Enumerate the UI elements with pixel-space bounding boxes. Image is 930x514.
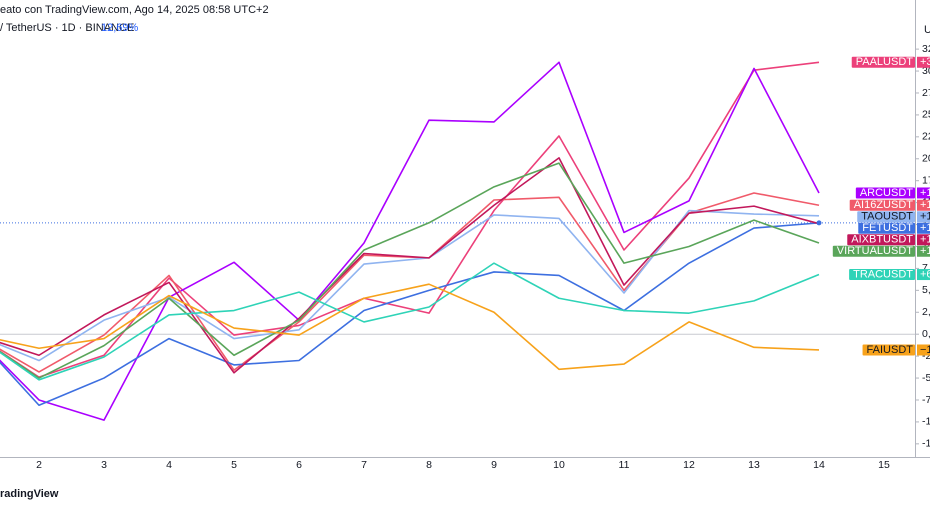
axis-unit: U — [924, 24, 930, 36]
value-label: +12,69% — [920, 222, 930, 234]
label-box — [849, 199, 915, 211]
y-tick-label: 27,50 — [922, 87, 930, 99]
series-label: PAALUSDT +31,00% — [851, 56, 930, 68]
legend-entry: FETUSDT — [862, 222, 913, 234]
plot-area — [0, 61, 822, 421]
series-line — [0, 222, 820, 407]
label-box — [858, 222, 915, 234]
y-tick-label: 30,00 — [922, 65, 930, 77]
series-label: VIRTUALUSDT +10,40% — [832, 245, 930, 257]
series-label: TAOUSDT +13,50% — [857, 211, 930, 223]
label-box — [849, 269, 915, 281]
value-box — [917, 234, 930, 246]
series-line — [0, 283, 820, 371]
value-label: +10,40% — [920, 245, 930, 257]
legend-entry: ARCUSDT — [860, 187, 913, 199]
x-tick-label: 7 — [361, 459, 367, 471]
series-line — [0, 61, 820, 378]
value-label: +12,60% — [920, 234, 930, 246]
change-text: 12,69% — [101, 22, 139, 34]
label-box — [851, 56, 915, 68]
y-tick-label: -7,50 — [922, 394, 930, 406]
series-label: AI16ZUSDT +14,70% — [849, 199, 930, 211]
y-tick-label: 22,50 — [922, 131, 930, 143]
label-box — [847, 234, 915, 246]
value-label: +13,50% — [920, 211, 930, 223]
last-value-labels: PAALUSDT +31,00% ARCUSDT +16,10% AI16ZUSDT +1… — [832, 56, 930, 356]
legend-entry: TAOUSDT — [861, 211, 913, 223]
y-tick-label: 5,00 — [922, 284, 930, 296]
label-box — [862, 344, 915, 356]
x-tick-label: 8 — [426, 459, 432, 471]
x-tick-label: 10 — [553, 459, 565, 471]
x-tick-label: 11 — [619, 459, 630, 471]
x-tick-label: 5 — [231, 459, 237, 471]
x-tick-label: 3 — [101, 459, 107, 471]
value-box — [917, 222, 930, 234]
legend-entry: FAIUSDT — [867, 344, 914, 356]
y-tick-label: -5,00 — [922, 372, 930, 384]
y-tick-label: 17,50 — [922, 174, 930, 186]
y-tick-label: 20,00 — [922, 153, 930, 165]
x-tick-label: 4 — [166, 459, 172, 471]
x-tick-label: 15 — [878, 459, 890, 471]
legend-entry: AIXBTUSDT — [851, 234, 913, 246]
x-tick-label: 12 — [683, 459, 695, 471]
value-box — [917, 245, 930, 257]
value-box — [917, 211, 930, 223]
series-label: AIXBTUSDT +12,60% — [847, 234, 930, 246]
legend-entry: TRACUSDT — [853, 268, 913, 280]
value-box — [917, 56, 930, 68]
x-tick-label: 13 — [748, 459, 760, 471]
label-box — [832, 245, 915, 257]
label-box — [855, 187, 915, 199]
y-tick-label: 7,50 — [922, 262, 930, 274]
last-point — [816, 220, 822, 226]
source-text: eato con TradingView.com, Ago 14, 2025 0… — [0, 4, 269, 16]
x-tick-label: 9 — [491, 459, 497, 471]
y-tick-label: 32,50 — [922, 43, 930, 55]
value-label: +16,10% — [920, 187, 930, 199]
series-label: ARCUSDT +16,10% — [855, 187, 930, 199]
logo: radingView — [0, 488, 59, 500]
y-tick-label: 25,00 — [922, 109, 930, 121]
series-line — [0, 61, 820, 421]
series-label: FAIUSDT −1,80% — [862, 344, 930, 356]
legend-entry: VIRTUALUSDT — [837, 245, 913, 257]
series-label: FETUSDT +12,69% — [858, 222, 930, 234]
y-tick-label: -12,50 — [922, 438, 930, 450]
y-tick-label: -2,50 — [922, 350, 930, 362]
x-tick-label: 6 — [296, 459, 302, 471]
legend-entry: AI16ZUSDT — [854, 199, 914, 211]
series-line — [0, 162, 820, 379]
value-label: +14,70% — [920, 199, 930, 211]
symbol-text: / TetherUS · 1D · BINANCE — [0, 22, 134, 34]
y-tick-label: 0,00 — [922, 328, 930, 340]
y-tick-label: -10,00 — [922, 416, 930, 428]
x-tick-label: 14 — [813, 459, 825, 471]
value-box — [917, 269, 930, 281]
value-label: +31,00% — [920, 56, 930, 68]
value-label: −1,80% — [920, 344, 930, 356]
label-box — [857, 211, 915, 223]
series-line — [0, 262, 820, 381]
value-box — [917, 199, 930, 211]
series-line — [0, 157, 820, 374]
value-box — [917, 344, 930, 356]
legend-entry: PAALUSDT — [856, 56, 914, 68]
y-tick-label: 2,50 — [922, 306, 930, 318]
value-label: +6,80% — [920, 268, 930, 280]
value-box — [917, 187, 930, 199]
x-tick-label: 2 — [36, 459, 42, 471]
series-label: TRACUSDT +6,80% — [849, 268, 930, 280]
